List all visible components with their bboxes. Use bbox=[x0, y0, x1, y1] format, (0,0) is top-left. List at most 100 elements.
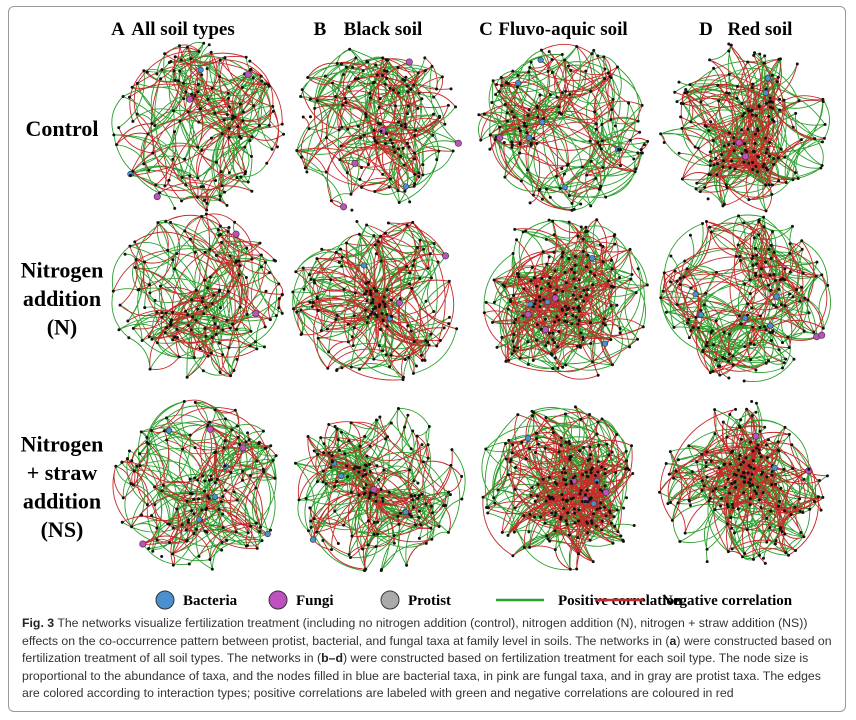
node bbox=[379, 129, 383, 133]
node bbox=[312, 517, 316, 521]
node bbox=[593, 110, 597, 114]
node-bacteria bbox=[515, 79, 522, 87]
node bbox=[199, 107, 203, 111]
node bbox=[754, 246, 758, 250]
node bbox=[341, 103, 345, 107]
node bbox=[616, 530, 620, 534]
node-fungi bbox=[454, 139, 462, 147]
node bbox=[417, 509, 421, 513]
node bbox=[333, 509, 337, 513]
node bbox=[311, 301, 315, 305]
node bbox=[309, 519, 313, 523]
node bbox=[189, 328, 193, 332]
node bbox=[115, 143, 119, 147]
node bbox=[618, 275, 622, 279]
node bbox=[570, 481, 574, 485]
node bbox=[168, 541, 172, 545]
node bbox=[551, 497, 555, 501]
node bbox=[553, 514, 557, 518]
node bbox=[522, 121, 526, 125]
node bbox=[544, 416, 548, 420]
node bbox=[183, 229, 187, 233]
node bbox=[629, 277, 633, 281]
node bbox=[192, 497, 196, 501]
node bbox=[494, 93, 498, 97]
node bbox=[218, 370, 222, 374]
caption-text: ) were constructed based on fertilizatio… bbox=[22, 633, 832, 666]
node bbox=[574, 297, 578, 301]
node bbox=[639, 148, 643, 152]
node bbox=[539, 515, 543, 519]
node bbox=[312, 281, 316, 285]
node bbox=[772, 157, 776, 161]
node bbox=[430, 64, 434, 68]
node bbox=[707, 129, 711, 133]
node bbox=[171, 552, 175, 556]
node bbox=[401, 146, 405, 150]
node bbox=[541, 477, 545, 481]
node bbox=[570, 201, 574, 205]
node bbox=[659, 132, 663, 136]
node bbox=[591, 512, 595, 516]
node bbox=[516, 74, 520, 78]
node bbox=[757, 498, 761, 502]
node bbox=[249, 524, 253, 528]
node bbox=[248, 59, 252, 63]
node bbox=[204, 508, 208, 512]
node bbox=[204, 305, 208, 309]
node bbox=[375, 73, 379, 77]
node bbox=[191, 315, 195, 319]
legend-label: Negative correlation bbox=[662, 593, 793, 609]
node bbox=[743, 148, 747, 152]
node bbox=[548, 285, 552, 289]
node bbox=[139, 430, 143, 434]
node bbox=[621, 538, 625, 542]
node bbox=[411, 429, 415, 433]
node-bacteria bbox=[527, 301, 534, 308]
node bbox=[683, 259, 687, 263]
node bbox=[560, 167, 564, 171]
node bbox=[816, 495, 820, 499]
node bbox=[725, 502, 729, 506]
node bbox=[484, 447, 488, 451]
node bbox=[178, 119, 182, 123]
node bbox=[763, 325, 767, 329]
node bbox=[764, 328, 768, 332]
node bbox=[746, 60, 750, 64]
node bbox=[714, 358, 718, 362]
node bbox=[701, 221, 705, 225]
node bbox=[407, 145, 411, 149]
node bbox=[409, 447, 413, 451]
node bbox=[239, 175, 243, 179]
node bbox=[371, 307, 375, 311]
node-bacteria bbox=[537, 56, 544, 64]
node bbox=[788, 270, 792, 274]
node bbox=[769, 288, 773, 292]
node bbox=[586, 288, 590, 292]
node bbox=[590, 466, 594, 470]
node-fungi bbox=[206, 425, 214, 433]
node bbox=[726, 550, 730, 554]
network bbox=[657, 400, 829, 565]
node bbox=[568, 442, 572, 446]
node bbox=[528, 545, 532, 549]
node bbox=[437, 524, 441, 528]
node bbox=[254, 486, 258, 490]
node bbox=[522, 287, 526, 291]
node bbox=[796, 177, 800, 181]
node-bacteria bbox=[264, 530, 271, 538]
node bbox=[672, 325, 676, 329]
node bbox=[272, 258, 276, 262]
node bbox=[778, 97, 782, 101]
node bbox=[214, 253, 218, 257]
node bbox=[509, 458, 513, 462]
node bbox=[341, 73, 345, 77]
node bbox=[408, 200, 412, 204]
node bbox=[754, 401, 758, 405]
node bbox=[784, 551, 788, 555]
node bbox=[704, 220, 708, 224]
node bbox=[148, 291, 152, 295]
node bbox=[709, 120, 713, 124]
node bbox=[363, 434, 367, 438]
negative-edges bbox=[660, 219, 828, 379]
